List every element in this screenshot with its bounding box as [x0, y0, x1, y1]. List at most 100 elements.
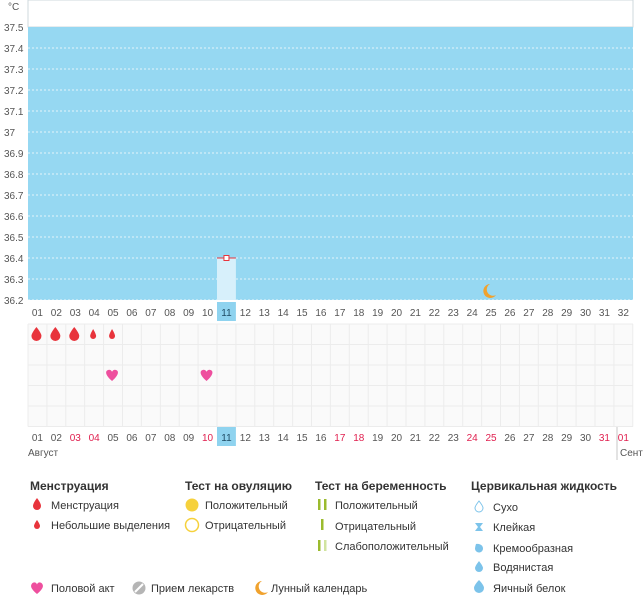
moon-icon: [255, 581, 268, 595]
day-label[interactable]: 17: [334, 308, 346, 319]
day-label[interactable]: 05: [107, 433, 119, 444]
y-tick-label: 36.2: [4, 296, 24, 307]
day-label[interactable]: 31: [599, 433, 611, 444]
day-label[interactable]: 25: [485, 308, 497, 319]
day-label[interactable]: 19: [372, 433, 384, 444]
day-label[interactable]: 11: [221, 308, 232, 319]
day-label[interactable]: 24: [467, 433, 479, 444]
legend-cervical-item: Сухо: [493, 502, 518, 514]
unit-label: °C: [8, 2, 19, 13]
day-label[interactable]: 29: [561, 308, 573, 319]
day-label[interactable]: 05: [107, 308, 119, 319]
day-label[interactable]: 23: [448, 433, 460, 444]
menstruation-mark[interactable]: [69, 327, 80, 342]
menstruation-mark[interactable]: [31, 327, 42, 341]
day-label[interactable]: 13: [259, 433, 271, 444]
day-label[interactable]: 30: [580, 308, 592, 319]
day-label[interactable]: 20: [391, 433, 403, 444]
y-tick-label: 36.9: [4, 149, 24, 160]
legend-cervical-item: Яичный белок: [493, 583, 566, 595]
day-label[interactable]: 11: [221, 433, 232, 444]
plot-top-blank: [27, 0, 634, 28]
light-bleeding-mark[interactable]: [90, 329, 97, 339]
legend-cervical-title: Цервикальная жидкость: [471, 479, 617, 493]
day-label[interactable]: 14: [278, 433, 290, 444]
day-label[interactable]: 02: [51, 433, 63, 444]
day-label[interactable]: 08: [164, 308, 176, 319]
day-label[interactable]: 27: [523, 433, 535, 444]
plot-background: [28, 27, 633, 300]
intercourse-mark[interactable]: [200, 369, 213, 381]
day-label[interactable]: 25: [485, 433, 497, 444]
day-label[interactable]: 06: [126, 308, 138, 319]
day-label[interactable]: 10: [202, 308, 214, 319]
day-label[interactable]: 27: [523, 308, 535, 319]
day-label[interactable]: 28: [542, 433, 554, 444]
day-label[interactable]: 01: [32, 308, 44, 319]
day-label[interactable]: 26: [504, 308, 516, 319]
y-tick-label: 36.7: [4, 191, 24, 202]
day-label[interactable]: 21: [410, 308, 422, 319]
day-label[interactable]: 01: [618, 433, 630, 444]
day-label[interactable]: 29: [561, 433, 573, 444]
day-label[interactable]: 01: [32, 433, 44, 444]
day-label[interactable]: 12: [240, 433, 252, 444]
day-label[interactable]: 12: [240, 308, 252, 319]
y-axis-ticks: 36.2 36.3 36.4 36.5 36.6 36.7 36.8 36.9 37 37.1 37…: [4, 23, 24, 307]
day-label[interactable]: 06: [126, 433, 138, 444]
day-label[interactable]: 03: [70, 433, 82, 444]
day-label[interactable]: 16: [315, 433, 327, 444]
day-label[interactable]: 16: [315, 308, 327, 319]
heart-icon: [31, 582, 43, 594]
day-label[interactable]: 18: [353, 308, 365, 319]
temperature-point[interactable]: [223, 255, 230, 261]
day-label[interactable]: 19: [372, 308, 384, 319]
day-label[interactable]: 22: [429, 308, 441, 319]
temperature-plot-area: [27, 0, 634, 301]
legend-pregnancy-title: Тест на беременность: [315, 479, 446, 493]
legend-pregnancy-item: Отрицательный: [335, 521, 416, 533]
day-label[interactable]: 24: [467, 308, 479, 319]
day-label[interactable]: 17: [334, 433, 346, 444]
day-label[interactable]: 31: [599, 308, 611, 319]
y-tick-label: 36.5: [4, 233, 24, 244]
day-label[interactable]: 13: [259, 308, 271, 319]
day-label[interactable]: 23: [448, 308, 460, 319]
day-label[interactable]: 21: [410, 433, 422, 444]
y-tick-label: 37.4: [4, 44, 24, 55]
day-label[interactable]: 30: [580, 433, 592, 444]
day-label[interactable]: 04: [89, 308, 101, 319]
day-label[interactable]: 07: [145, 433, 157, 444]
legend-medication: Прием лекарств: [151, 583, 234, 595]
day-label[interactable]: 32: [618, 308, 630, 319]
day-label[interactable]: 10: [202, 433, 214, 444]
day-label[interactable]: 03: [70, 308, 82, 319]
day-label[interactable]: 28: [542, 308, 554, 319]
day-label[interactable]: 08: [164, 433, 176, 444]
egg-white-icon: [474, 580, 484, 593]
day-label[interactable]: 22: [429, 433, 441, 444]
current-day-column: [217, 258, 236, 300]
day-label[interactable]: 02: [51, 308, 63, 319]
day-label[interactable]: 07: [145, 308, 157, 319]
day-label[interactable]: 09: [183, 308, 195, 319]
legend-ovulation-title: Тест на овуляцию: [185, 479, 292, 493]
day-label[interactable]: 04: [89, 433, 101, 444]
intercourse-mark[interactable]: [106, 369, 118, 381]
day-label[interactable]: 26: [504, 433, 516, 444]
day-axis-bottom: 01 02 03 04 05 06 07 08 09 10 11 12 13 14 15 16 17 18 19 20…: [32, 427, 629, 446]
day-label[interactable]: 09: [183, 433, 195, 444]
dry-icon: [474, 500, 484, 513]
day-label[interactable]: 14: [278, 308, 290, 319]
legend-moon: Лунный календарь: [271, 583, 368, 595]
light-bleeding-mark[interactable]: [109, 329, 116, 339]
y-tick-label: 36.3: [4, 275, 24, 286]
moon-icon[interactable]: [483, 284, 497, 298]
current-day-highlight: [217, 427, 236, 446]
day-label[interactable]: 20: [391, 308, 403, 319]
day-label[interactable]: 18: [353, 433, 365, 444]
menstruation-mark[interactable]: [50, 327, 61, 342]
day-label[interactable]: 15: [296, 308, 308, 319]
day-label[interactable]: 15: [296, 433, 308, 444]
